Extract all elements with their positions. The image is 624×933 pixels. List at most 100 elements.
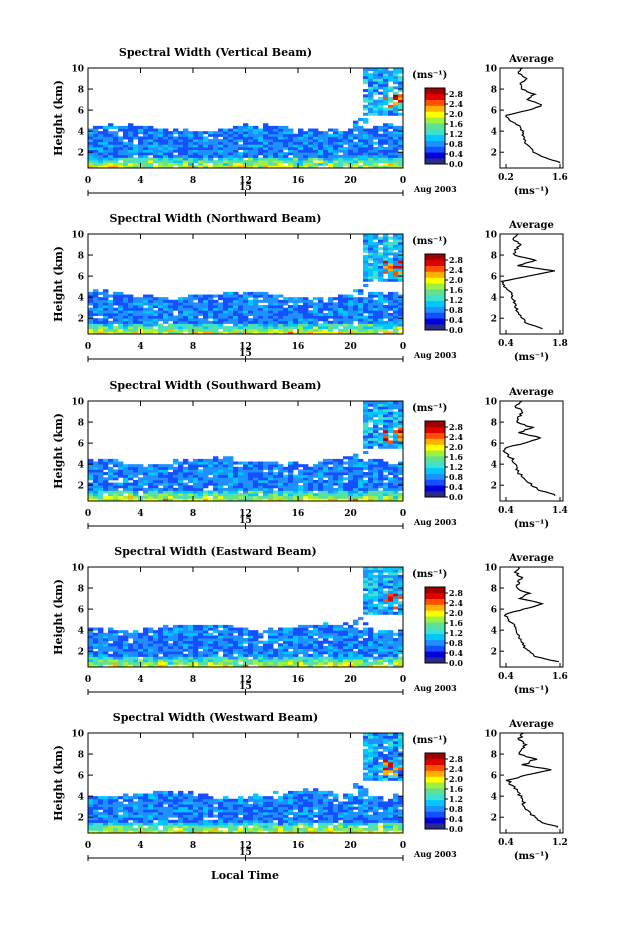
heatmap-cell xyxy=(363,318,368,321)
heatmap-cell xyxy=(343,485,348,488)
heatmap-cell xyxy=(258,300,263,303)
heatmap-cell xyxy=(193,638,198,641)
heatmap-cell xyxy=(168,656,173,659)
heatmap-cell xyxy=(328,488,333,491)
heatmap-cell xyxy=(303,302,308,305)
heatmap xyxy=(88,733,403,833)
heatmap-cell xyxy=(243,804,248,807)
heatmap-cell xyxy=(118,147,123,150)
heatmap-cell xyxy=(93,313,98,316)
heatmap-cell xyxy=(368,462,373,465)
heatmap-cell xyxy=(158,488,163,491)
heatmap-cell xyxy=(373,131,378,134)
heatmap-cell xyxy=(218,467,223,470)
heatmap-cell xyxy=(378,635,383,638)
heatmap-cell xyxy=(213,493,218,496)
heatmap-cell xyxy=(213,801,218,804)
heatmap-cell xyxy=(338,300,343,303)
heatmap-cell xyxy=(383,163,388,166)
heatmap-cell xyxy=(143,157,148,160)
heatmap-cell xyxy=(103,641,108,644)
heatmap-cell xyxy=(253,812,258,815)
heatmap-cell xyxy=(393,467,398,470)
heatmap-cell xyxy=(288,150,293,153)
heatmap-cell xyxy=(358,297,363,300)
heatmap-cell xyxy=(128,329,133,332)
heatmap-cell xyxy=(198,493,203,496)
heatmap-cell xyxy=(298,625,303,628)
heatmap-cell xyxy=(188,656,193,659)
heatmap-cell xyxy=(378,588,383,591)
heatmap-cell xyxy=(388,422,393,425)
heatmap-cell xyxy=(213,462,218,465)
heatmap-cell xyxy=(218,625,223,628)
heatmap-cell xyxy=(333,628,338,631)
heatmap-cell xyxy=(313,155,318,158)
heatmap-cell xyxy=(138,638,143,641)
heatmap-cell xyxy=(373,443,378,446)
heatmap-cell xyxy=(363,662,368,665)
heatmap-cell xyxy=(223,635,228,638)
heatmap-cell xyxy=(213,163,218,166)
heatmap-cell xyxy=(318,297,323,300)
heatmap-cell xyxy=(333,462,338,465)
heatmap-cell xyxy=(248,310,253,313)
heatmap-cell xyxy=(368,591,373,594)
heatmap-cell xyxy=(188,628,193,631)
heatmap-cell xyxy=(118,822,123,825)
heatmap-cell xyxy=(383,419,388,422)
heatmap-cell xyxy=(183,313,188,316)
heatmap-cell xyxy=(393,76,398,79)
heatmap-cell xyxy=(373,459,378,462)
heatmap-cell xyxy=(303,308,308,311)
heatmap-cell xyxy=(368,81,373,84)
heatmap-cell xyxy=(358,139,363,142)
heatmap-cell xyxy=(218,295,223,298)
heatmap-cell xyxy=(183,147,188,150)
heatmap-cell xyxy=(333,488,338,491)
heatmap-cell xyxy=(313,485,318,488)
heatmap-cell xyxy=(353,496,358,499)
heatmap-cell xyxy=(258,812,263,815)
heatmap-cell xyxy=(98,297,103,300)
heatmap-cell xyxy=(293,477,298,480)
heatmap-cell xyxy=(188,144,193,147)
heatmap-cell xyxy=(213,459,218,462)
heatmap-cell xyxy=(268,493,273,496)
heatmap-cell xyxy=(318,662,323,665)
heatmap-cell xyxy=(373,638,378,641)
heatmap-cell xyxy=(113,469,118,472)
heatmap-cell xyxy=(163,654,168,657)
heatmap-cell xyxy=(368,440,373,443)
heatmap-cell xyxy=(313,638,318,641)
heatmap-cell xyxy=(183,308,188,311)
heatmap-cell xyxy=(218,326,223,329)
heatmap-cell xyxy=(298,480,303,483)
heatmap-cell xyxy=(293,464,298,467)
heatmap-cell xyxy=(263,292,268,295)
heatmap-cell xyxy=(388,73,393,76)
heatmap-cell xyxy=(223,651,228,654)
heatmap-cell xyxy=(253,313,258,316)
heatmap-cell xyxy=(118,318,123,321)
heatmap-cell xyxy=(228,292,233,295)
heatmap-cell xyxy=(153,329,158,332)
heatmap-cell xyxy=(293,150,298,153)
heatmap-cell xyxy=(163,649,168,652)
heatmap-cell xyxy=(378,480,383,483)
heatmap-cell xyxy=(363,89,368,92)
heatmap-cell xyxy=(193,462,198,465)
heatmap-cell xyxy=(383,596,388,599)
heatmap-cell xyxy=(208,822,213,825)
heatmap-cell xyxy=(378,646,383,649)
heatmap-cell xyxy=(263,490,268,493)
heatmap-cell xyxy=(283,300,288,303)
heatmap-cell xyxy=(348,462,353,465)
colorbar-swatch xyxy=(425,444,445,450)
heatmap-cell xyxy=(268,477,273,480)
heatmap-cell xyxy=(338,646,343,649)
heatmap-cell xyxy=(373,237,378,240)
heatmap-cell xyxy=(123,295,128,298)
heatmap-cell xyxy=(213,475,218,478)
heatmap-cell xyxy=(103,635,108,638)
